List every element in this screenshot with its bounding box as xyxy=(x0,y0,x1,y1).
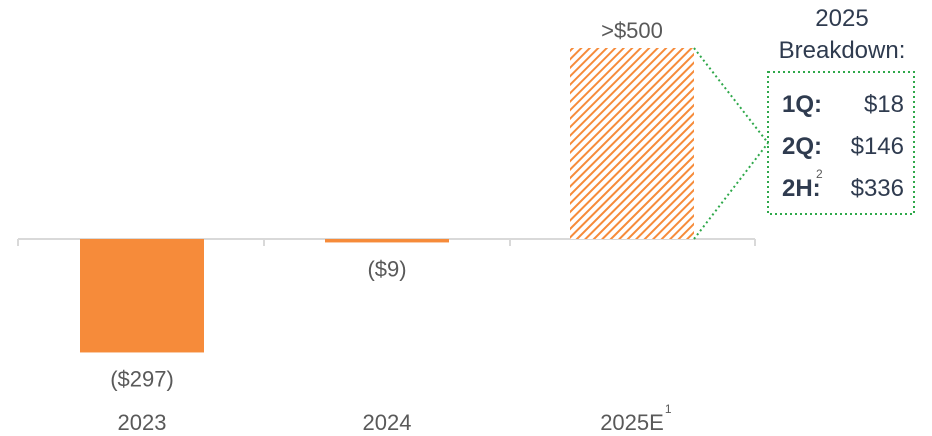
category-footnote-2025e: 1 xyxy=(665,402,672,416)
breakdown-row-2q-value: $146 xyxy=(851,133,904,160)
category-label-2024: 2024 xyxy=(363,410,412,435)
breakdown-row-2h-footnote: 2 xyxy=(816,167,823,181)
breakdown-row-1q-value: $18 xyxy=(864,91,904,118)
bars xyxy=(80,48,694,353)
breakdown-title-line2: Breakdown: xyxy=(779,37,906,64)
breakdown-row-2h-label: 2H: xyxy=(782,175,821,202)
bar-2025e xyxy=(570,48,694,239)
data-labels: ($297) ($9) >$500 xyxy=(110,18,663,391)
breakdown-title-line1: 2025 xyxy=(815,5,868,32)
category-label-2023: 2023 xyxy=(118,410,167,435)
breakdown-row-2h-value: $336 xyxy=(851,175,904,202)
bar-2023 xyxy=(80,239,204,353)
category-label-2025e: 2025E xyxy=(600,410,664,435)
breakdown-row-1q-label: 1Q: xyxy=(782,91,822,118)
data-label-2024: ($9) xyxy=(367,256,406,281)
callout-connector-bottom xyxy=(693,142,769,240)
breakdown-box xyxy=(767,71,915,215)
data-label-2025e: >$500 xyxy=(601,18,663,43)
callout-connector-top xyxy=(693,47,769,144)
data-label-2023: ($297) xyxy=(110,366,174,391)
bar-2024 xyxy=(325,239,449,243)
breakdown-row-2q-label: 2Q: xyxy=(782,133,822,160)
